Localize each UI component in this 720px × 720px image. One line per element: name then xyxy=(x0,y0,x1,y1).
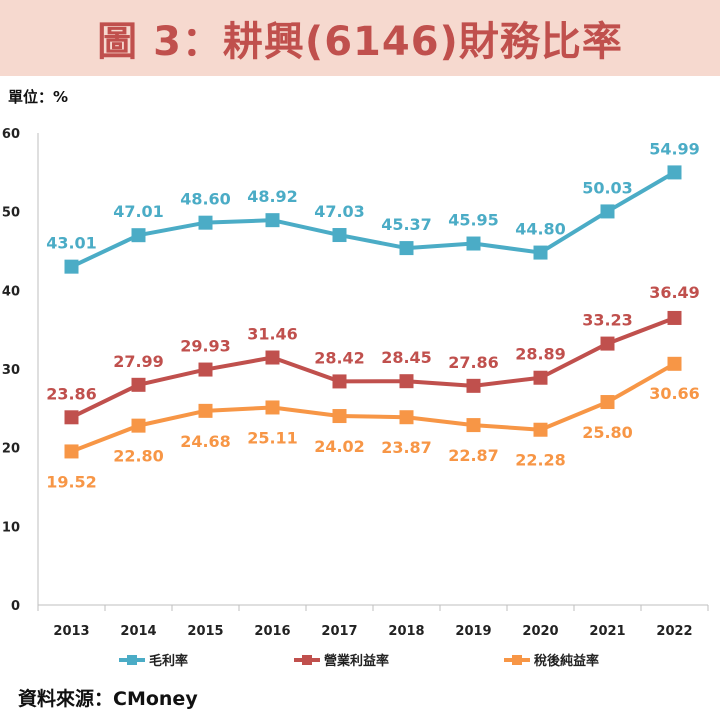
data-label: 22.28 xyxy=(515,451,566,470)
series-line-2 xyxy=(70,362,676,454)
data-label: 25.11 xyxy=(247,428,298,447)
y-tick-label: 20 xyxy=(2,442,20,457)
data-label: 54.99 xyxy=(649,139,700,158)
data-label: 25.80 xyxy=(582,423,633,442)
data-point-marker xyxy=(600,336,615,351)
data-point-marker xyxy=(466,236,481,251)
data-label: 50.03 xyxy=(582,178,633,197)
data-label: 27.86 xyxy=(448,353,499,372)
x-tick-label: 2019 xyxy=(455,624,491,639)
legend-marker xyxy=(127,655,137,665)
data-label: 31.46 xyxy=(247,325,298,344)
legend-label: 稅後純益率 xyxy=(534,653,599,669)
data-label: 28.42 xyxy=(314,348,365,367)
data-point-marker xyxy=(600,395,615,410)
data-label: 33.23 xyxy=(582,311,633,330)
legend-label: 營業利益率 xyxy=(324,653,389,669)
data-point-marker xyxy=(600,204,615,219)
legend-marker xyxy=(512,655,522,665)
data-label: 24.68 xyxy=(180,432,231,451)
data-point-marker xyxy=(198,215,213,230)
data-point-marker xyxy=(198,362,213,377)
y-tick-label: 10 xyxy=(2,520,20,535)
data-point-marker xyxy=(265,400,280,415)
chart-title: 圖 3：耕興(6146)財務比率 xyxy=(97,19,623,65)
data-label: 47.01 xyxy=(113,202,164,221)
data-label: 23.86 xyxy=(46,384,97,403)
legend-label: 毛利率 xyxy=(149,653,188,669)
data-label: 48.60 xyxy=(180,190,231,209)
data-point-marker xyxy=(667,165,682,180)
legend-marker xyxy=(302,655,312,665)
data-point-marker xyxy=(131,228,146,243)
x-tick-label: 2018 xyxy=(388,624,424,639)
data-point-marker xyxy=(667,356,682,371)
data-label: 28.89 xyxy=(515,345,566,364)
data-label: 27.99 xyxy=(113,352,164,371)
data-point-marker xyxy=(399,374,414,389)
x-tick-label: 2022 xyxy=(656,624,692,639)
title-banner: 圖 3：耕興(6146)財務比率 xyxy=(0,0,720,76)
data-label: 44.80 xyxy=(515,220,566,239)
data-point-marker xyxy=(533,422,548,437)
data-point-marker xyxy=(332,374,347,389)
data-label: 19.52 xyxy=(46,472,97,491)
series-line-1 xyxy=(70,316,676,420)
data-point-marker xyxy=(466,418,481,433)
data-label: 23.87 xyxy=(381,438,432,457)
data-label: 22.87 xyxy=(448,446,499,465)
y-tick-label: 50 xyxy=(2,206,20,221)
data-label: 45.95 xyxy=(448,211,499,230)
data-point-marker xyxy=(332,228,347,243)
data-label: 30.66 xyxy=(649,384,700,403)
data-point-marker xyxy=(131,418,146,433)
data-point-marker xyxy=(64,259,79,274)
data-point-marker xyxy=(667,310,682,325)
y-tick-label: 40 xyxy=(2,284,20,299)
data-point-marker xyxy=(198,403,213,418)
y-tick-label: 60 xyxy=(2,127,20,142)
data-point-marker xyxy=(399,410,414,425)
data-point-marker xyxy=(265,350,280,365)
data-point-marker xyxy=(64,410,79,425)
unit-label: 單位：% xyxy=(8,88,69,106)
data-point-marker xyxy=(466,378,481,393)
y-tick-label: 0 xyxy=(11,599,20,614)
source-label: 資料來源：CMoney xyxy=(18,688,198,710)
x-tick-label: 2015 xyxy=(187,624,223,639)
x-tick-label: 2020 xyxy=(522,624,558,639)
data-point-marker xyxy=(533,245,548,260)
data-label: 22.80 xyxy=(113,447,164,466)
data-label: 43.01 xyxy=(46,234,97,253)
data-point-marker xyxy=(131,377,146,392)
data-point-marker xyxy=(399,241,414,256)
data-label: 45.37 xyxy=(381,215,432,234)
data-point-marker xyxy=(265,213,280,228)
x-tick-label: 2017 xyxy=(321,624,357,639)
series-line-0 xyxy=(70,170,676,269)
x-tick-label: 2016 xyxy=(254,624,290,639)
data-point-marker xyxy=(64,444,79,459)
x-tick-label: 2014 xyxy=(120,624,156,639)
data-label: 24.02 xyxy=(314,437,365,456)
data-label: 47.03 xyxy=(314,202,365,221)
x-tick-label: 2013 xyxy=(53,624,89,639)
data-point-marker xyxy=(332,409,347,424)
data-point-marker xyxy=(533,370,548,385)
y-tick-label: 30 xyxy=(2,363,20,378)
data-label: 28.45 xyxy=(381,348,432,367)
data-label: 48.92 xyxy=(247,187,298,206)
x-tick-label: 2021 xyxy=(589,624,625,639)
data-label: 29.93 xyxy=(180,337,231,356)
data-label: 36.49 xyxy=(649,283,700,302)
